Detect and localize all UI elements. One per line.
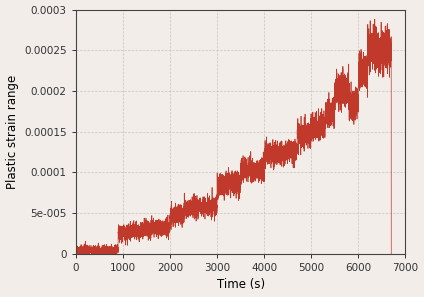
- X-axis label: Time (s): Time (s): [217, 279, 265, 291]
- Y-axis label: Plastic strain range: Plastic strain range: [6, 75, 19, 189]
